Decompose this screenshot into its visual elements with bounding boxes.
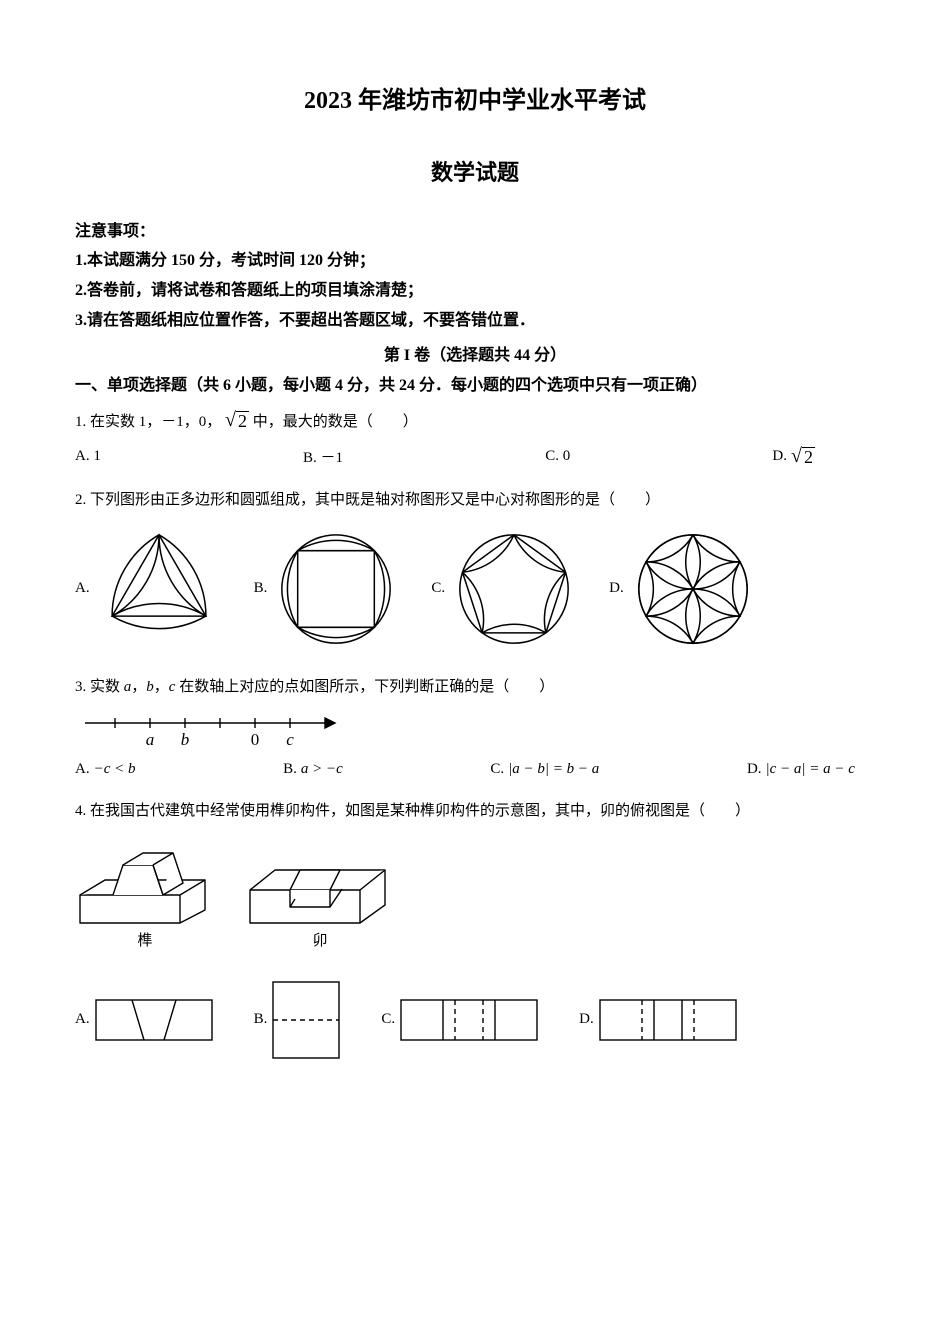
q1-opt-c: C. 0: [545, 448, 570, 465]
notice-item-2: 2.答卷前，请将试卷和答题纸上的项目填涂清楚；: [75, 279, 875, 303]
shape-pentagon-petals-icon: [449, 524, 579, 654]
question-1: 1. 在实数 1，－1，0， √2 中，最大的数是（ ）: [75, 409, 875, 436]
top-view-b-icon: [271, 980, 341, 1060]
q4-mao-fig: 卯: [245, 835, 395, 950]
shape-reuleaux-triangle-icon: [94, 524, 224, 654]
q4-cap-sun: 榫: [137, 929, 152, 950]
shape-hexagon-petals-icon: [628, 524, 758, 654]
main-title: 2023 年潍坊市初中学业水平考试: [75, 80, 875, 115]
sqrt2-symbol: √2: [225, 410, 249, 430]
q1-suffix: 中，最大的数是（ ）: [253, 414, 418, 430]
q4-opt-b: B.: [254, 980, 342, 1060]
shape-square-petals-icon: [271, 524, 401, 654]
q2-opt-a: A.: [75, 524, 224, 654]
q3-number-line: a b 0 c: [75, 711, 875, 751]
q2-opt-b: B.: [254, 524, 402, 654]
q3-text: 3. 实数 a，b，c 在数轴上对应的点如图所示，下列判断正确的是（ ）: [75, 679, 554, 695]
sub-title: 数学试题: [75, 155, 875, 187]
q1-opt-b: B. －1: [303, 446, 343, 467]
q2-options: A. B.: [75, 524, 875, 654]
notice-item-3: 3.请在答题纸相应位置作答，不要超出答题区域，不要答错位置．: [75, 309, 875, 333]
axis-label-0: 0: [251, 730, 260, 749]
q3-d-expr: |c − a| = a − c: [766, 761, 855, 778]
part-head: 一、单项选择题（共 6 小题，每小题 4 分，共 24 分．每小题的四个选项中只…: [75, 373, 875, 399]
sqrt2-symbol-2: √2: [791, 446, 815, 466]
tenon-3d-icon: [75, 835, 215, 925]
q3-c-expr: |a − b| = b − a: [508, 761, 599, 778]
q3-opt-b: B. a > −c: [283, 761, 343, 778]
q2-opt-d: D.: [609, 524, 758, 654]
question-4: 4. 在我国古代建筑中经常使用榫卯构件，如图是某种榫卯构件的示意图，其中，卯的俯…: [75, 798, 875, 825]
q3-opt-c: C. |a − b| = b − a: [490, 761, 599, 778]
q3-a-expr: −c < b: [94, 761, 136, 778]
q4-figures: 榫 卯: [75, 835, 875, 950]
question-3: 3. 实数 a，b，c 在数轴上对应的点如图所示，下列判断正确的是（ ）: [75, 674, 875, 701]
q1-opt-d: D. √2: [772, 446, 815, 466]
q1-options: A. 1 B. －1 C. 0 D. √2: [75, 446, 875, 467]
top-view-c-icon: [399, 998, 539, 1042]
question-2: 2. 下列图形由正多边形和圆弧组成，其中既是轴对称图形又是中心对称图形的是（ ）: [75, 487, 875, 514]
q4-opt-d: D.: [579, 998, 738, 1042]
q4-opt-c: C.: [381, 998, 539, 1042]
notice-item-1: 1.本试题满分 150 分，考试时间 120 分钟；: [75, 249, 875, 273]
q1-opt-a: A. 1: [75, 448, 101, 465]
top-view-d-icon: [598, 998, 738, 1042]
axis-label-b: b: [181, 730, 190, 749]
q4-sun-fig: 榫: [75, 835, 215, 950]
notice-heading: 注意事项：: [75, 217, 875, 241]
section-head: 第 I 卷（选择题共 44 分）: [75, 341, 875, 365]
q2-opt-c: C.: [431, 524, 579, 654]
q3-b-expr: a > −c: [301, 761, 343, 778]
mortise-3d-icon: [245, 835, 395, 925]
q4-options: A. B. C.: [75, 980, 875, 1060]
q1-prefix: 1. 在实数 1，－1，0，: [75, 414, 225, 430]
q3-options: A. −c < b B. a > −c C. |a − b| = b − a D…: [75, 761, 875, 778]
axis-label-c: c: [286, 730, 294, 749]
q4-cap-mao: 卯: [312, 929, 327, 950]
top-view-a-icon: [94, 998, 214, 1042]
axis-label-a: a: [146, 730, 155, 749]
q3-opt-a: A. −c < b: [75, 761, 136, 778]
q3-opt-d: D. |c − a| = a − c: [747, 761, 855, 778]
exam-page: 2023 年潍坊市初中学业水平考试 数学试题 注意事项： 1.本试题满分 150…: [0, 0, 950, 1140]
q4-opt-a: A.: [75, 998, 214, 1042]
